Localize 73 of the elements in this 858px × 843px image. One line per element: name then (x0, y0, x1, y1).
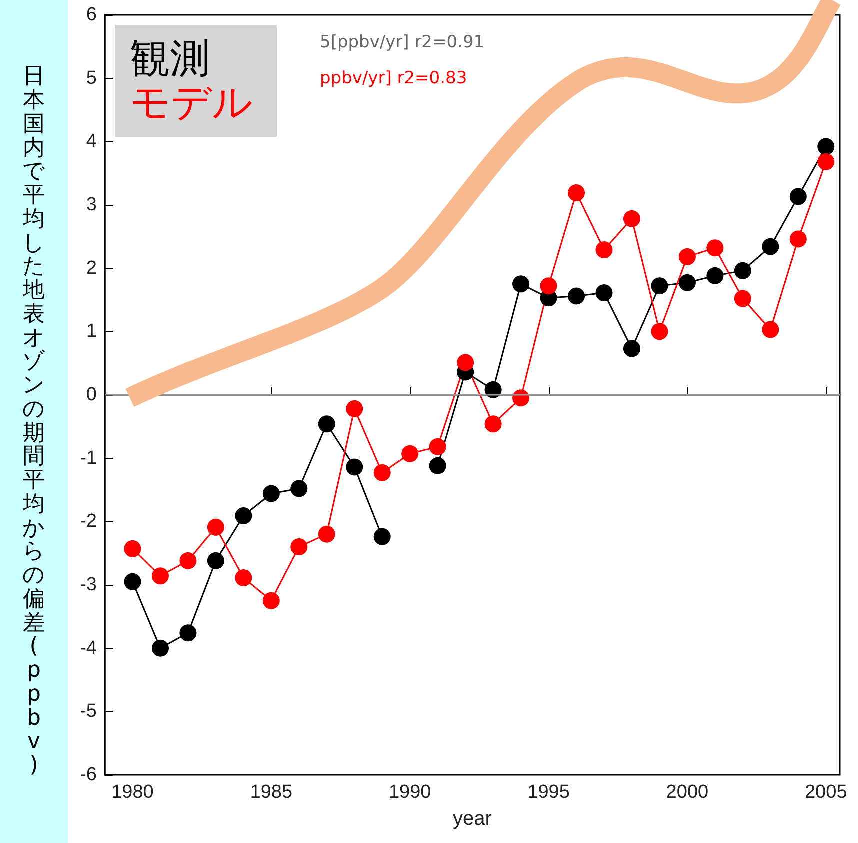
point (374, 464, 391, 482)
point (262, 592, 280, 610)
y-tick-label: 2 (86, 258, 97, 279)
y-tick-label: -5 (80, 701, 97, 722)
y-tick-label: 4 (86, 131, 98, 152)
x-tick-label: 2005 (804, 782, 848, 803)
y-tick-label: -4 (80, 638, 98, 659)
point (818, 153, 835, 170)
text: 観測 (130, 36, 210, 82)
y-tick-label: -6 (80, 764, 97, 786)
point (290, 480, 308, 498)
point (457, 354, 474, 372)
point (235, 570, 252, 587)
annotation: 5[ppbv/yr] r2=0.91 (320, 32, 485, 52)
point (624, 210, 640, 228)
point (818, 138, 835, 156)
point (624, 340, 640, 358)
y-tick-label: -2 (80, 511, 97, 532)
x-tick-label: 1980 (112, 782, 154, 803)
point (402, 445, 419, 462)
point (484, 381, 502, 398)
point (152, 640, 169, 657)
point (651, 323, 668, 340)
point (346, 400, 364, 418)
point (512, 276, 530, 293)
x-axis-title: year (453, 808, 492, 830)
point (734, 290, 752, 308)
point (790, 230, 807, 248)
text: 日本国内で平均した地表オゾンの期間平均からの偏差(ppbv) (22, 64, 46, 778)
point (706, 240, 724, 257)
point (790, 188, 807, 206)
point (540, 278, 558, 295)
point (706, 267, 724, 284)
point (651, 278, 668, 295)
point (318, 526, 336, 543)
x-tick-label: 2000 (666, 782, 709, 803)
point (180, 624, 197, 642)
point (124, 573, 142, 590)
point (207, 518, 224, 536)
point (568, 288, 586, 305)
point (290, 538, 308, 556)
point (429, 438, 446, 456)
point (596, 241, 613, 258)
y-tick-label: -3 (80, 574, 97, 596)
point (318, 416, 336, 433)
point (152, 568, 169, 585)
point (207, 552, 224, 570)
text: モデル (130, 80, 253, 126)
point (678, 274, 696, 292)
point (262, 485, 280, 502)
point (596, 284, 613, 302)
annotation: ppbv/yr] r2=0.83 (320, 68, 468, 88)
y-tick-label: 1 (86, 321, 97, 342)
y-tick-label: 3 (86, 194, 97, 216)
point (374, 528, 391, 546)
point (235, 507, 252, 524)
point (734, 262, 752, 280)
point (346, 458, 364, 476)
point (124, 540, 142, 558)
y-tick-label: 0 (86, 384, 97, 406)
y-tick-label: -1 (80, 448, 97, 469)
point (180, 552, 197, 570)
x-tick-label: 1995 (528, 782, 570, 803)
point (484, 416, 502, 433)
y-tick-label: 6 (86, 4, 97, 26)
x-tick-label: 1990 (388, 782, 432, 803)
point (762, 321, 780, 338)
y-tick-label: 5 (86, 68, 97, 89)
point (429, 457, 446, 474)
x-tick-label: 1985 (250, 782, 293, 803)
point (568, 184, 586, 202)
point (678, 248, 696, 266)
point (762, 238, 780, 256)
